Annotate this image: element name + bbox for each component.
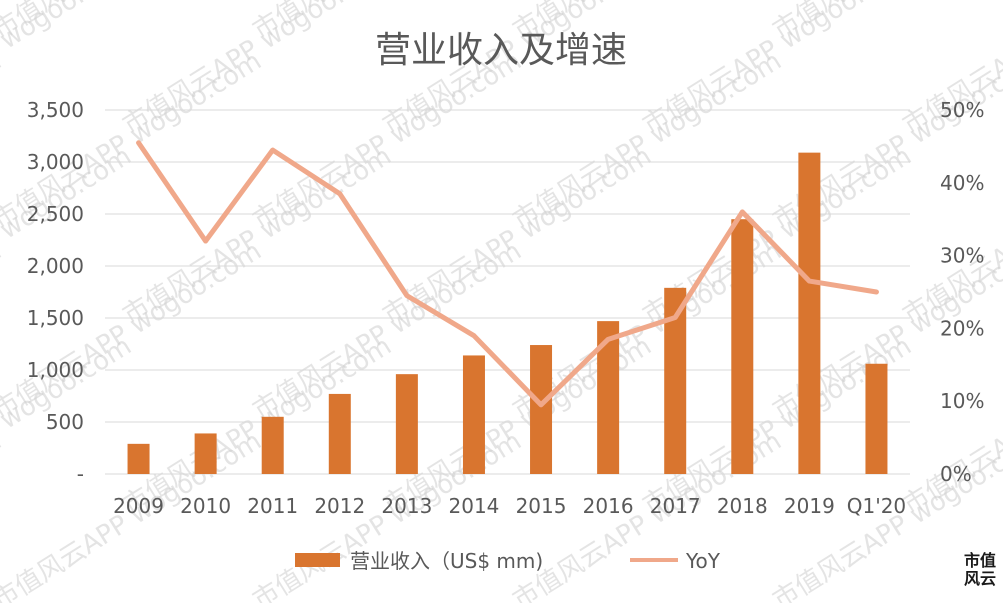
yoy-line bbox=[136, 140, 879, 408]
x-tick-label: 2009 bbox=[113, 494, 164, 518]
bar bbox=[731, 219, 754, 474]
bar bbox=[798, 152, 821, 474]
y-left-tick-label: 3,500 bbox=[27, 98, 84, 122]
line-layer bbox=[136, 140, 879, 408]
x-tick-label: 2010 bbox=[180, 494, 231, 518]
x-tick-label: 2017 bbox=[650, 494, 701, 518]
x-tick-label: 2014 bbox=[449, 494, 500, 518]
bar bbox=[462, 355, 485, 474]
y-right-tick-label: 50% bbox=[940, 98, 984, 122]
bar bbox=[194, 433, 217, 474]
x-tick-label: 2019 bbox=[784, 494, 835, 518]
bar bbox=[261, 416, 284, 474]
y-right-tick-label: 10% bbox=[940, 389, 984, 413]
x-tick-label: 2016 bbox=[583, 494, 634, 518]
bar bbox=[395, 374, 418, 474]
y-right-tick-label: 20% bbox=[940, 316, 984, 340]
brand-logo: 市值 风云 bbox=[964, 551, 996, 588]
x-tick-label: 2011 bbox=[247, 494, 298, 518]
logo-line1: 市值 bbox=[964, 551, 996, 570]
legend: 营业收入（US$ mm) YoY bbox=[295, 549, 721, 573]
legend-bar-swatch bbox=[295, 553, 340, 567]
y-left-tick-label: 3,000 bbox=[27, 150, 84, 174]
x-tick-label: 2015 bbox=[516, 494, 567, 518]
y-left-tick-label: 2,000 bbox=[27, 254, 84, 278]
y-right-tick-label: 0% bbox=[940, 462, 972, 486]
bar bbox=[597, 321, 620, 474]
legend-line-label: YoY bbox=[685, 549, 721, 573]
bar bbox=[865, 363, 888, 474]
y-left-tick-label: 500 bbox=[46, 410, 84, 434]
y-left-tick-label: 1,500 bbox=[27, 306, 84, 330]
x-tick-label: 2018 bbox=[717, 494, 768, 518]
bars-layer bbox=[127, 152, 888, 474]
bar bbox=[328, 393, 351, 474]
y-left-tick-label: 2,500 bbox=[27, 202, 84, 226]
x-tick-label: Q1'20 bbox=[847, 494, 906, 518]
watermark-text: 市值风云APP wogoo.com bbox=[0, 426, 7, 603]
axis-layer: - 500 1,000 1,500 2,000 2,500 3,000 3,500 0% 10% 2… bbox=[27, 98, 985, 518]
y-left-tick-label: 1,000 bbox=[27, 358, 84, 382]
bar bbox=[664, 287, 687, 474]
y-right-tick-label: 30% bbox=[940, 244, 984, 268]
chart-title: 营业收入及增速 bbox=[375, 30, 627, 71]
logo-line2: 风云 bbox=[964, 569, 996, 588]
y-left-tick-label: - bbox=[77, 462, 84, 486]
x-tick-label: 2012 bbox=[314, 494, 365, 518]
y-right-tick-label: 40% bbox=[940, 171, 984, 195]
x-tick-label: 2013 bbox=[381, 494, 432, 518]
bar bbox=[530, 345, 553, 474]
legend-bar-label: 营业收入（US$ mm) bbox=[350, 549, 543, 573]
bar bbox=[127, 443, 150, 474]
grid-layer bbox=[105, 109, 910, 475]
